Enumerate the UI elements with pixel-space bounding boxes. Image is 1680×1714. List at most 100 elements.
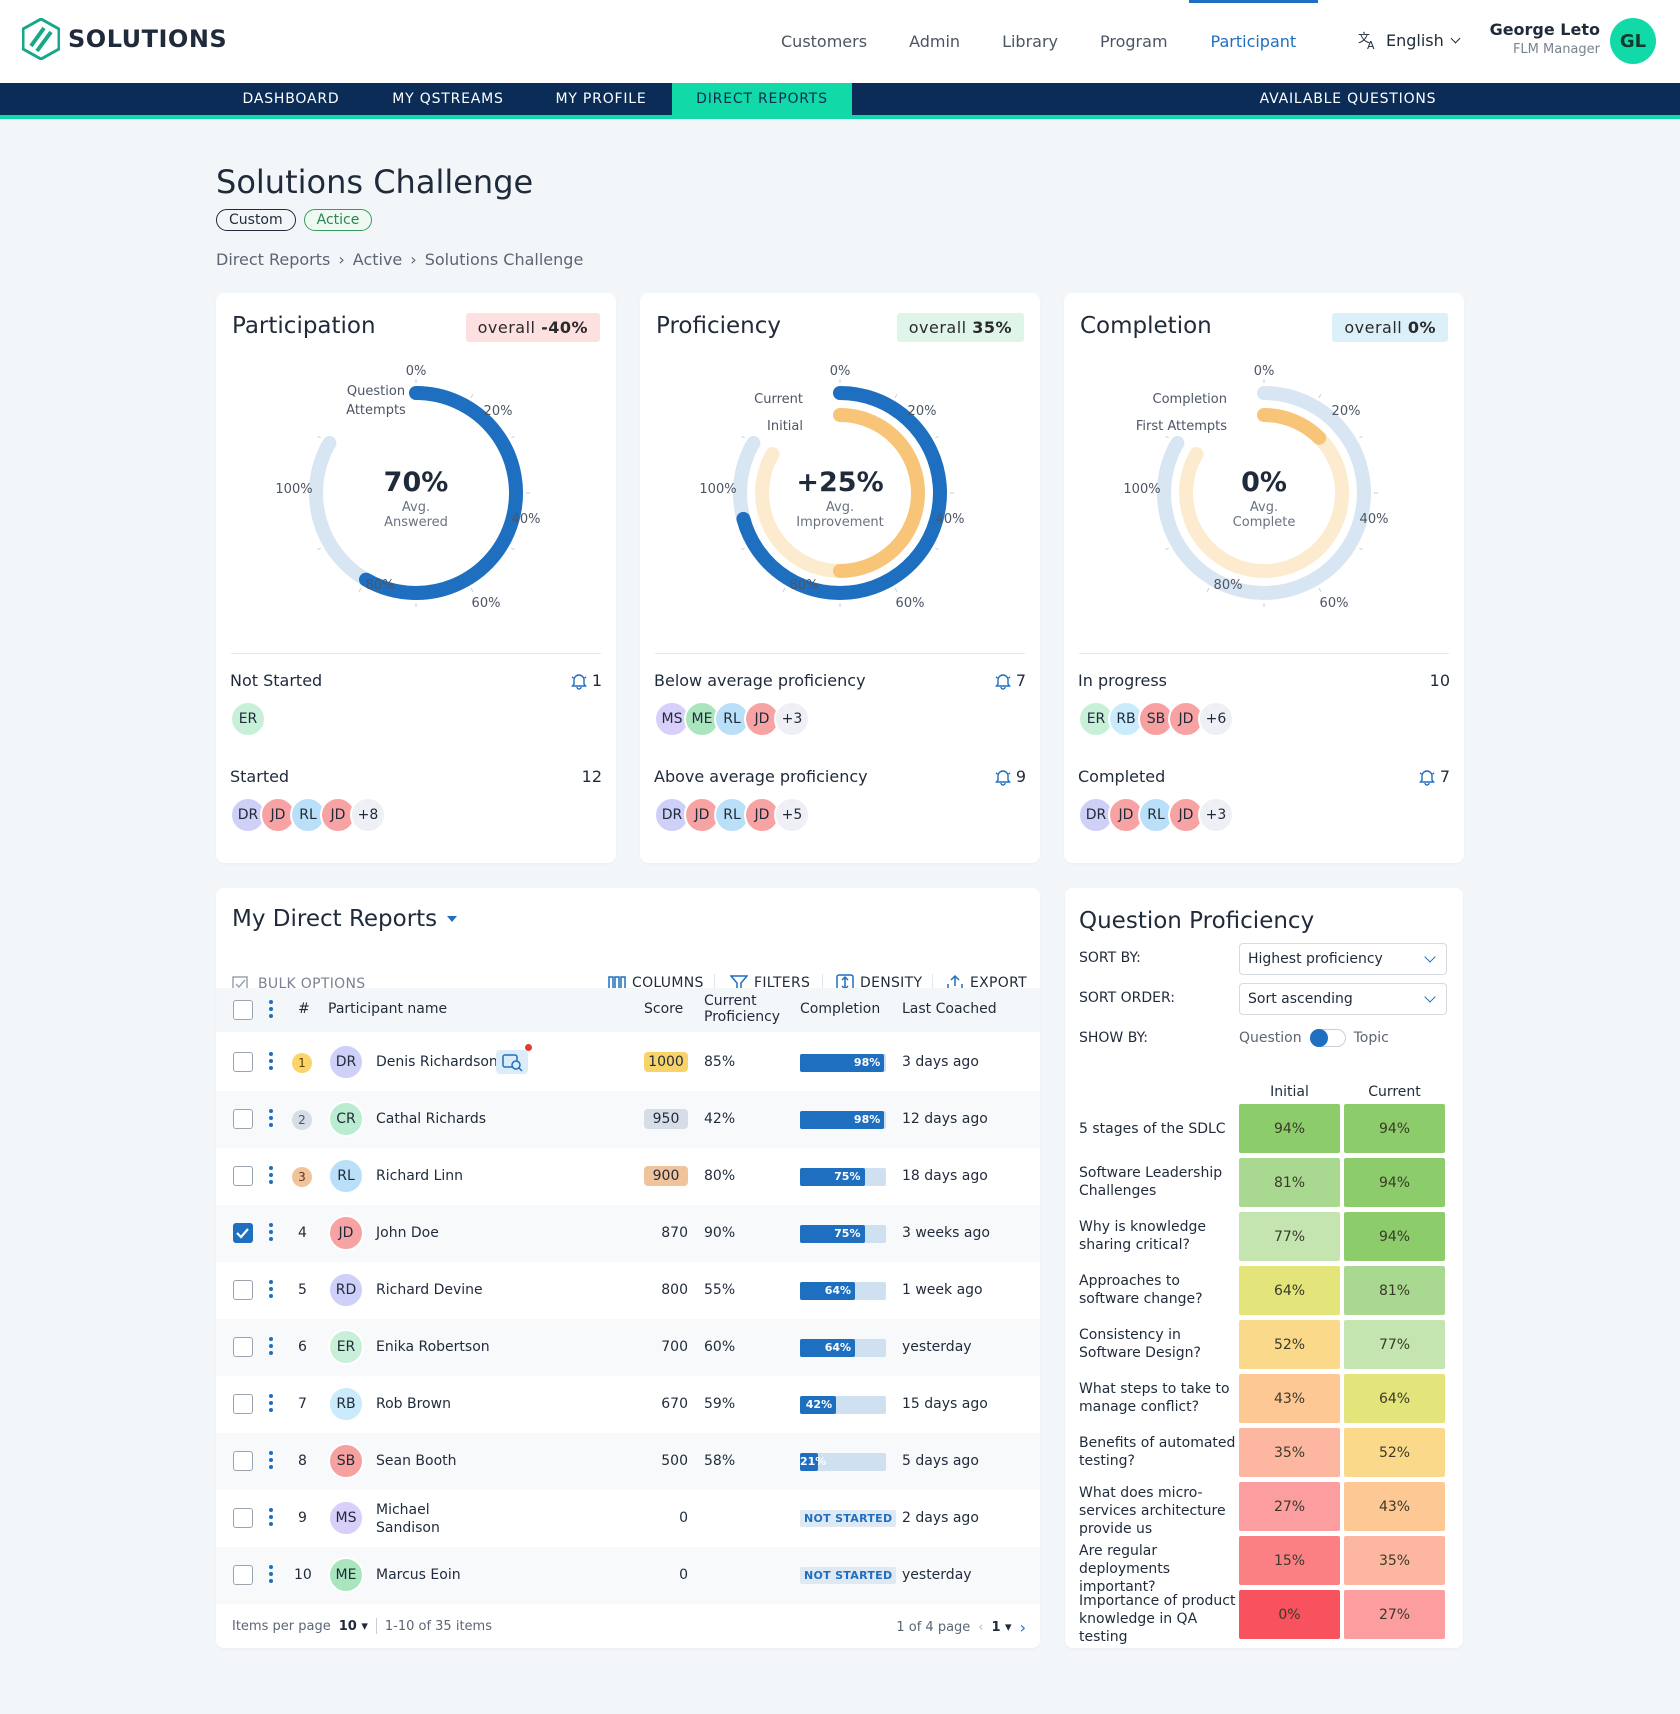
heatmap-cell-current[interactable]: 94% — [1344, 1212, 1445, 1261]
table-row[interactable]: 5 RD Richard Devine 800 55% 64% 1 week ago — [216, 1262, 1040, 1319]
select-all-checkbox[interactable] — [233, 1000, 253, 1020]
nav-library[interactable]: Library — [1002, 32, 1059, 51]
col-completion[interactable]: Completion — [800, 1001, 881, 1017]
page-select[interactable]: 1 ▾ — [991, 1620, 1012, 1635]
heatmap-cell-initial[interactable]: 81% — [1239, 1158, 1340, 1207]
row-checkbox[interactable] — [233, 1451, 253, 1471]
avatar-group[interactable]: ER — [230, 701, 266, 737]
nav-customers[interactable]: Customers — [781, 32, 868, 51]
prev-page-icon[interactable]: ‹ — [978, 1620, 984, 1635]
table-row[interactable]: 9 MS Michael Sandison 0 NOT STARTED 2 days ago — [216, 1490, 1040, 1547]
avatar-group[interactable]: MS ME RL JD +3 — [654, 701, 810, 737]
question-label[interactable]: What steps to take to manage conflict? — [1079, 1381, 1230, 1415]
table-row[interactable]: 7 RB Rob Brown 670 59% 42% 15 days ago — [216, 1376, 1040, 1433]
heatmap-cell-initial[interactable]: 0% — [1239, 1590, 1340, 1639]
table-row[interactable]: 8 SB Sean Booth 500 58% 21% 5 days ago — [216, 1433, 1040, 1490]
participant-name[interactable]: Cathal Richards — [376, 1111, 487, 1127]
avatar-group[interactable]: DR JD RL JD +5 — [654, 797, 810, 833]
avatar-group[interactable]: ER RB SB JD +6 — [1078, 701, 1234, 737]
table-row[interactable]: 6 ER Enika Robertson 700 60% 64% yesterday — [216, 1319, 1040, 1376]
question-label[interactable]: Importance of product knowledge in QA te… — [1079, 1593, 1236, 1645]
heatmap-cell-initial[interactable]: 94% — [1239, 1104, 1340, 1153]
row-checkbox[interactable] — [233, 1337, 253, 1357]
row-checkbox[interactable] — [233, 1565, 253, 1585]
participant-name[interactable]: Enika Robertson — [376, 1339, 490, 1355]
heatmap-cell-current[interactable]: 77% — [1344, 1320, 1445, 1369]
col-score[interactable]: Score — [644, 1001, 684, 1017]
row-menu-icon[interactable] — [269, 1451, 273, 1472]
heatmap-cell-current[interactable]: 35% — [1344, 1536, 1445, 1585]
nav-program[interactable]: Program — [1100, 32, 1168, 51]
participant-name[interactable]: Sean Booth — [376, 1453, 457, 1469]
participant-name[interactable]: John Doe — [376, 1225, 439, 1241]
participant-name[interactable]: Marcus Eoin — [376, 1567, 461, 1583]
participant-name[interactable]: Rob Brown — [376, 1396, 451, 1412]
participant-name[interactable]: Richard Linn — [376, 1168, 464, 1184]
heatmap-cell-initial[interactable]: 15% — [1239, 1536, 1340, 1585]
next-page-icon[interactable]: › — [1019, 1618, 1026, 1637]
question-label[interactable]: Why is knowledge sharing critical? — [1079, 1219, 1206, 1253]
question-label[interactable]: 5 stages of the SDLC — [1079, 1121, 1226, 1137]
row-checkbox[interactable] — [233, 1280, 253, 1300]
subnav-available-questions[interactable]: AVAILABLE QUESTIONS — [1259, 91, 1437, 107]
heatmap-cell-initial[interactable]: 77% — [1239, 1212, 1340, 1261]
row-checkbox[interactable] — [233, 1394, 253, 1414]
sort-by-select[interactable]: Highest proficiency — [1239, 943, 1447, 975]
heatmap-cell-current[interactable]: 64% — [1344, 1374, 1445, 1423]
row-menu-icon[interactable] — [269, 1223, 273, 1244]
heatmap-cell-current[interactable]: 94% — [1344, 1158, 1445, 1207]
heatmap-cell-initial[interactable]: 35% — [1239, 1428, 1340, 1477]
row-checkbox[interactable] — [233, 1508, 253, 1528]
question-label[interactable]: Are regular deployments important? — [1079, 1543, 1171, 1595]
col-proficiency[interactable]: Current Proficiency — [704, 993, 780, 1025]
heatmap-cell-current[interactable]: 52% — [1344, 1428, 1445, 1477]
nav-admin[interactable]: Admin — [909, 32, 961, 51]
question-label[interactable]: Consistency in Software Design? — [1079, 1327, 1201, 1361]
participant-name[interactable]: Michael Sandison — [376, 1501, 440, 1537]
coaching-icon[interactable] — [496, 1044, 532, 1074]
per-page-select[interactable]: 10 ▾ — [338, 1618, 368, 1634]
toggle-switch[interactable] — [1309, 1029, 1346, 1047]
question-label[interactable]: Software Leadership Challenges — [1079, 1165, 1223, 1199]
nav-participant[interactable]: Participant — [1188, 0, 1319, 83]
table-row[interactable]: 4 JD John Doe 870 90% 75% 3 weeks ago — [216, 1205, 1040, 1262]
row-menu-icon[interactable] — [269, 1280, 273, 1301]
row-menu-icon[interactable] — [269, 1166, 273, 1187]
table-row[interactable]: 3 RL Richard Linn 900 80% 75% 18 days ago — [216, 1148, 1040, 1205]
heatmap-cell-current[interactable]: 94% — [1344, 1104, 1445, 1153]
avatar-group[interactable]: DR JD RL JD +8 — [230, 797, 386, 833]
table-row[interactable]: 10 ME Marcus Eoin 0 NOT STARTED yesterday — [216, 1547, 1040, 1604]
sort-order-select[interactable]: Sort ascending — [1239, 983, 1447, 1015]
row-menu-icon[interactable] — [269, 1508, 273, 1529]
question-label[interactable]: Approaches to software change? — [1079, 1273, 1203, 1307]
heatmap-cell-initial[interactable]: 43% — [1239, 1374, 1340, 1423]
subnav-my-profile[interactable]: MY PROFILE — [555, 91, 647, 107]
row-menu-icon[interactable] — [269, 1337, 273, 1358]
bell-icon[interactable] — [570, 672, 588, 690]
heatmap-cell-initial[interactable]: 27% — [1239, 1482, 1340, 1531]
heatmap-cell-initial[interactable]: 52% — [1239, 1320, 1340, 1369]
subnav-direct-reports[interactable]: DIRECT REPORTS — [672, 83, 852, 115]
heatmap-cell-current[interactable]: 43% — [1344, 1482, 1445, 1531]
show-by-toggle[interactable]: Question Topic — [1239, 1029, 1389, 1047]
subnav-my-qstreams[interactable]: MY QSTREAMS — [392, 91, 504, 107]
row-checkbox[interactable] — [233, 1109, 253, 1129]
logo[interactable]: SOLUTIONS — [22, 18, 227, 60]
header-menu-icon[interactable] — [269, 1000, 273, 1021]
question-label[interactable]: Benefits of automated testing? — [1079, 1435, 1236, 1469]
row-checkbox[interactable] — [233, 1223, 253, 1243]
user-info[interactable]: George Leto FLM Manager — [1480, 20, 1600, 57]
avatar-group[interactable]: DR JD RL JD +3 — [1078, 797, 1234, 833]
table-row[interactable]: 1 DR Denis Richardson 1000 85% 98% 3 days ago — [216, 1034, 1040, 1091]
row-menu-icon[interactable] — [269, 1394, 273, 1415]
row-menu-icon[interactable] — [269, 1565, 273, 1586]
participant-name[interactable]: Denis Richardson — [376, 1054, 498, 1070]
row-menu-icon[interactable] — [269, 1052, 273, 1073]
user-avatar[interactable]: GL — [1610, 18, 1656, 64]
col-last-coached[interactable]: Last Coached — [902, 1001, 997, 1017]
heatmap-cell-current[interactable]: 81% — [1344, 1266, 1445, 1315]
breadcrumb-direct-reports[interactable]: Direct Reports — [216, 250, 331, 269]
bell-icon[interactable] — [1418, 768, 1436, 786]
row-checkbox[interactable] — [233, 1166, 253, 1186]
direct-reports-title-dropdown[interactable]: My Direct Reports — [232, 906, 458, 932]
